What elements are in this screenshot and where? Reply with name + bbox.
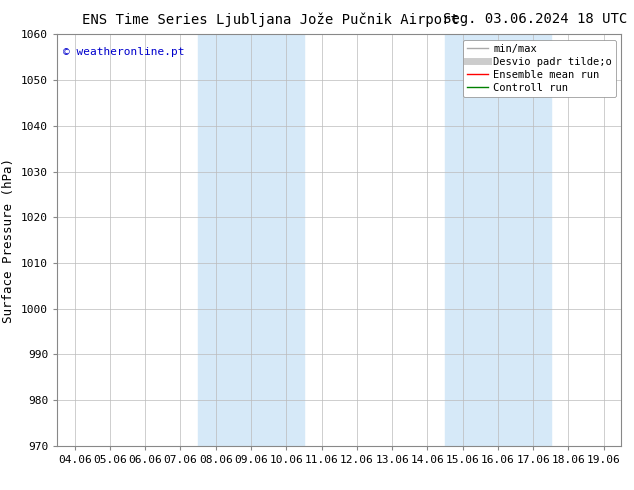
Bar [445,34,551,446]
Text: ENS Time Series Ljubljana Jože Pučnik Airport: ENS Time Series Ljubljana Jože Pučnik Ai… [82,12,459,27]
Y-axis label: Surface Pressure (hPa): Surface Pressure (hPa) [3,158,15,322]
Text: © weatheronline.pt: © weatheronline.pt [63,47,184,57]
Text: Seg. 03.06.2024 18 UTC: Seg. 03.06.2024 18 UTC [443,12,628,26]
Legend: min/max, Desvio padr tilde;o, Ensemble mean run, Controll run: min/max, Desvio padr tilde;o, Ensemble m… [463,40,616,97]
Bar [198,34,304,446]
